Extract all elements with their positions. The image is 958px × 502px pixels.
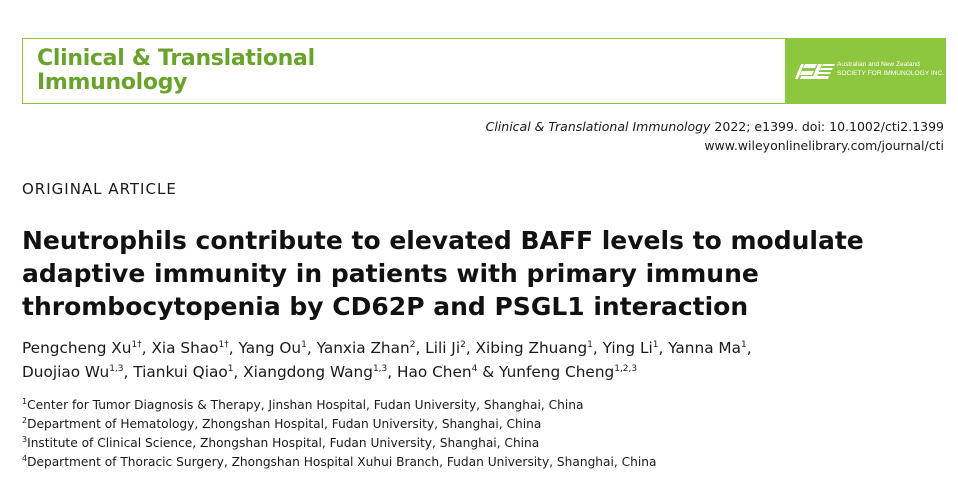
journal-banner: Clinical & Translational Immunology Aust… bbox=[22, 38, 946, 104]
affiliation-number: 1 bbox=[22, 397, 28, 406]
article-title: Neutrophils contribute to elevated BAFF … bbox=[22, 224, 947, 323]
author-affiliation-marker: 4 bbox=[471, 364, 478, 374]
author-name: Yunfeng Cheng bbox=[498, 363, 615, 381]
author-name: Xibing Zhuang bbox=[475, 339, 588, 357]
author: Pengcheng Xu1† bbox=[22, 339, 142, 357]
author-name: Xiangdong Wang bbox=[243, 363, 373, 381]
affiliation-text: Institute of Clinical Science, Zhongshan… bbox=[27, 436, 540, 450]
title-line: adaptive immunity in patients with prima… bbox=[22, 259, 759, 288]
author-name: Hao Chen bbox=[397, 363, 472, 381]
author-separator: , bbox=[415, 339, 426, 357]
author-affiliation-marker: 1 bbox=[587, 340, 593, 350]
author-name: Yang Ou bbox=[238, 339, 302, 357]
author-separator: , bbox=[592, 339, 603, 357]
affiliation-text: Center for Tumor Diagnosis & Therapy, Ji… bbox=[27, 398, 584, 412]
title-line: Neutrophils contribute to elevated BAFF … bbox=[22, 226, 864, 255]
affiliation: 2Department of Hematology, Zhongshan Hos… bbox=[22, 415, 656, 434]
affiliation: 1Center for Tumor Diagnosis & Therapy, J… bbox=[22, 396, 656, 415]
author-separator: , bbox=[387, 363, 397, 381]
citation-journal: Clinical & Translational Immunology bbox=[485, 119, 711, 134]
author-affiliation-marker: 2 bbox=[460, 340, 466, 350]
author-line: Duojiao Wu1,3, Tiankui Qiao1, Xiangdong … bbox=[22, 360, 952, 384]
author: Yang Ou1 bbox=[239, 339, 307, 357]
author-separator: , bbox=[233, 363, 244, 381]
author-affiliation-marker: 1,3 bbox=[372, 364, 388, 374]
author: Tiankui Qiao1 bbox=[133, 363, 233, 381]
journal-name-line: Immunology bbox=[37, 70, 188, 95]
author: Yunfeng Cheng1,2,3 bbox=[499, 363, 637, 381]
society-name-line: SOCIETY FOR IMMUNOLOGY INC. bbox=[837, 70, 945, 77]
author-separator: , bbox=[306, 339, 317, 357]
affiliation-list: 1Center for Tumor Diagnosis & Therapy, J… bbox=[22, 396, 656, 472]
affiliation: 4Department of Thoracic Surgery, Zhongsh… bbox=[22, 453, 656, 472]
author: Duojiao Wu1,3 bbox=[22, 363, 124, 381]
author-separator: , bbox=[465, 339, 476, 357]
society-logo-block: Australian and New Zealand SOCIETY FOR I… bbox=[785, 39, 945, 103]
author-affiliation-marker: 1 bbox=[227, 364, 234, 374]
author-name: Duojiao Wu bbox=[22, 363, 110, 381]
author-affiliation-marker: 1† bbox=[131, 340, 142, 350]
society-logo-icon bbox=[795, 64, 835, 79]
citation-block: Clinical & Translational Immunology 2022… bbox=[486, 117, 944, 155]
author-name: Yanna Ma bbox=[668, 339, 741, 357]
affiliation-text: Department of Hematology, Zhongshan Hosp… bbox=[27, 417, 542, 431]
affiliation-number: 4 bbox=[22, 454, 28, 463]
author: Xibing Zhuang1 bbox=[476, 339, 593, 357]
affiliation: 3Institute of Clinical Science, Zhongsha… bbox=[22, 434, 656, 453]
author-name: Xia Shao bbox=[151, 339, 219, 357]
author-affiliation-marker: 1,3 bbox=[109, 364, 124, 374]
society-name: Australian and New Zealand SOCIETY FOR I… bbox=[837, 60, 944, 78]
citation-details: 2022; e1399. doi: 10.1002/cti2.1399 bbox=[710, 119, 944, 134]
author: Hao Chen4 bbox=[397, 363, 477, 381]
author-affiliation-marker: 2 bbox=[409, 340, 416, 350]
citation-line: Clinical & Translational Immunology 2022… bbox=[486, 117, 944, 136]
author-separator: , bbox=[658, 339, 669, 357]
author-affiliation-marker: 1,2,3 bbox=[614, 364, 638, 374]
section-label: ORIGINAL ARTICLE bbox=[22, 180, 177, 198]
author-name: Pengcheng Xu bbox=[22, 339, 132, 357]
author-name: Ying Li bbox=[602, 339, 653, 357]
author-list: Pengcheng Xu1†, Xia Shao1†, Yang Ou1, Ya… bbox=[22, 336, 952, 384]
author-affiliation-marker: 1 bbox=[652, 340, 659, 350]
journal-name-line: Clinical & Translational bbox=[37, 46, 315, 71]
author-separator: & bbox=[477, 363, 499, 381]
author: Yanxia Zhan2 bbox=[317, 339, 416, 357]
author-affiliation-marker: 1† bbox=[218, 340, 229, 350]
author: Ying Li1 bbox=[603, 339, 659, 357]
author: Yanna Ma1 bbox=[668, 339, 747, 357]
title-line: thrombocytopenia by CD62P and PSGL1 inte… bbox=[22, 292, 749, 321]
journal-url[interactable]: www.wileyonlinelibrary.com/journal/cti bbox=[704, 138, 944, 153]
author-separator: , bbox=[141, 339, 152, 357]
author-separator: , bbox=[123, 363, 134, 381]
author-name: Yanxia Zhan bbox=[316, 339, 410, 357]
author: Xiangdong Wang1,3 bbox=[243, 363, 387, 381]
affiliation-number: 2 bbox=[22, 416, 28, 425]
author-affiliation-marker: 1 bbox=[301, 340, 307, 350]
author: Lili Ji2 bbox=[425, 339, 466, 357]
author-line: Pengcheng Xu1†, Xia Shao1†, Yang Ou1, Ya… bbox=[22, 336, 952, 360]
author-affiliation-marker: 1 bbox=[741, 340, 747, 350]
affiliation-number: 3 bbox=[22, 435, 28, 444]
society-name-line: Australian and New Zealand bbox=[837, 61, 920, 68]
journal-name: Clinical & Translational Immunology bbox=[37, 47, 315, 95]
affiliation-text: Department of Thoracic Surgery, Zhongsha… bbox=[27, 455, 657, 469]
author-name: Lili Ji bbox=[425, 339, 461, 357]
author: Xia Shao1† bbox=[151, 339, 228, 357]
author-separator: , bbox=[228, 339, 239, 357]
author-name: Tiankui Qiao bbox=[133, 363, 228, 381]
author-separator: , bbox=[746, 339, 752, 357]
